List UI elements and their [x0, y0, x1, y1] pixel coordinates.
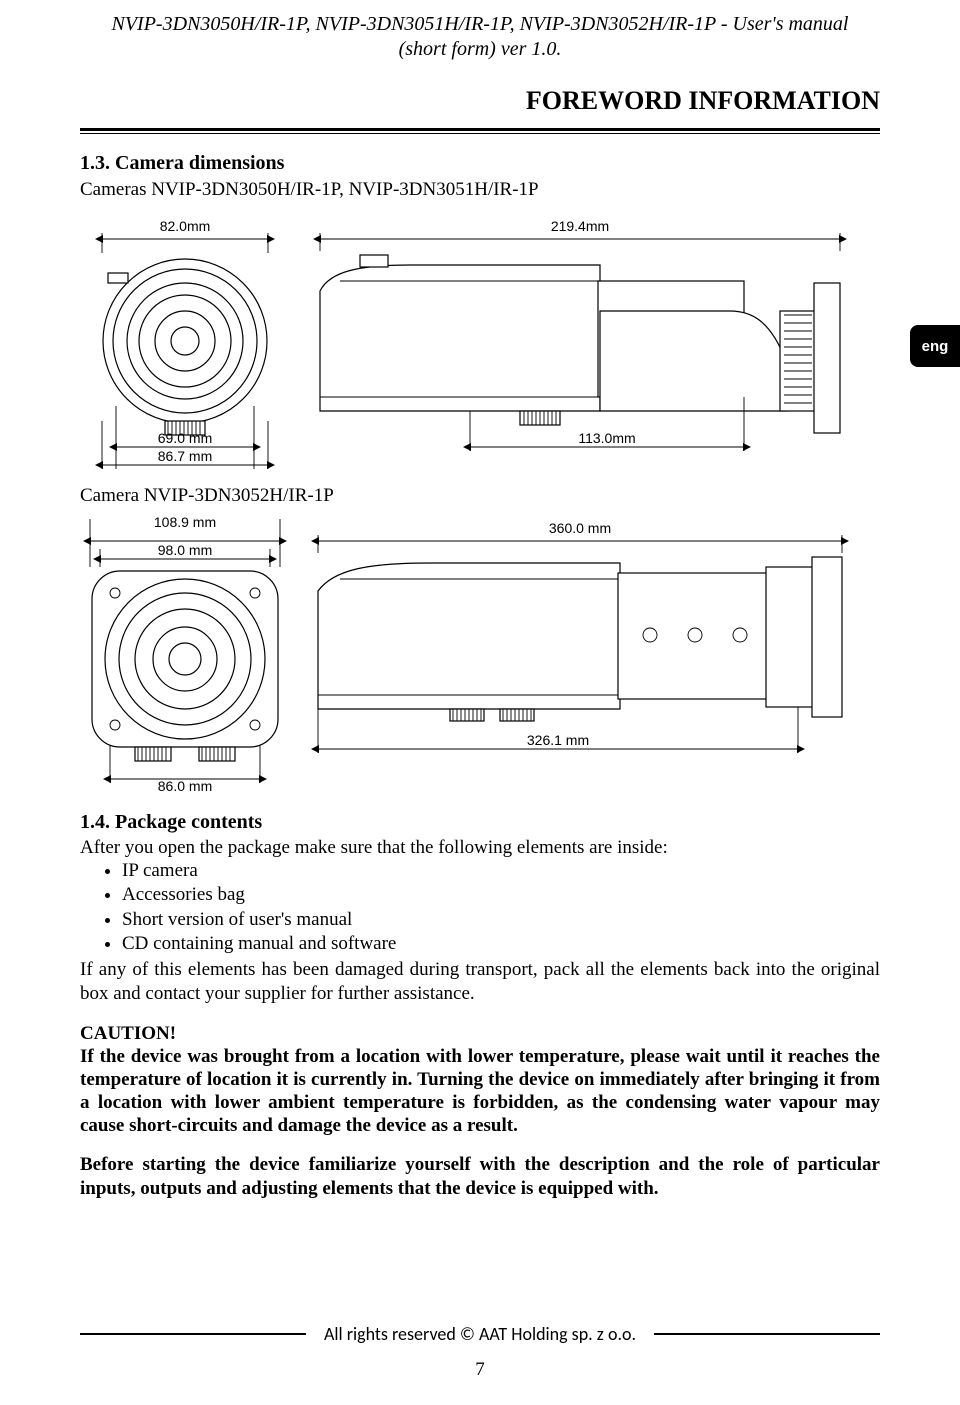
- dim-d2-side-bottom: 326.1 mm: [527, 732, 589, 748]
- doc-header-line2: (short form) ver 1.0.: [399, 38, 562, 60]
- dim-d1-front-top: 82.0mm: [160, 218, 211, 234]
- caution-label: CAUTION!: [80, 1023, 880, 1045]
- pkg-item: Accessories bag: [122, 883, 880, 907]
- pkg-intro: After you open the package make sure tha…: [80, 836, 880, 859]
- caution-p2: Before starting the device familiarize y…: [80, 1153, 880, 1199]
- subtitle-1-3: Cameras NVIP-3DN3050H/IR-1P, NVIP-3DN305…: [80, 179, 880, 201]
- pkg-list: IP camera Accessories bag Short version …: [122, 859, 880, 956]
- diagram-2: 108.9 mm 98.0 mm: [80, 513, 880, 793]
- pkg-item: IP camera: [122, 859, 880, 883]
- dim-d2-front-b: 98.0 mm: [158, 542, 212, 558]
- heading-1-3: 1.3. Camera dimensions: [80, 152, 880, 175]
- pkg-item: CD containing manual and software: [122, 932, 880, 956]
- page-number: 7: [0, 1359, 960, 1381]
- caution-p1: If the device was brought from a locatio…: [80, 1045, 880, 1138]
- diagram-1-side: 219.4mm: [300, 211, 860, 471]
- dim-d1-side-bottom: 113.0mm: [578, 430, 635, 446]
- footer-text: All rights reserved © AAT Holding sp. z …: [324, 1323, 636, 1345]
- dim-d2-front-bottom: 86.0 mm: [158, 778, 212, 793]
- doc-header-line1: NVIP-3DN3050H/IR-1P, NVIP-3DN3051H/IR-1P…: [112, 13, 849, 35]
- dim-d1-side-top: 219.4mm: [551, 218, 609, 234]
- footer-rule-left: [80, 1333, 306, 1335]
- diagram-1-front: 82.0mm 69.0 mm: [80, 211, 290, 471]
- footer-rule-right: [654, 1333, 880, 1335]
- page-footer: All rights reserved © AAT Holding sp. z …: [0, 1323, 960, 1381]
- dim-d1-front-a: 69.0 mm: [158, 430, 212, 446]
- dim-d2-front-a: 108.9 mm: [154, 514, 216, 530]
- section-rule: [80, 128, 880, 134]
- dim-d2-side-top: 360.0 mm: [549, 520, 611, 536]
- pkg-tail: If any of this elements has been damaged…: [80, 958, 880, 1004]
- diagram-2-side: 360.0 mm: [300, 513, 860, 793]
- doc-header: NVIP-3DN3050H/IR-1P, NVIP-3DN3051H/IR-1P…: [80, 0, 880, 62]
- diagram-1: 82.0mm 69.0 mm: [80, 211, 880, 471]
- dim-d1-front-b: 86.7 mm: [158, 448, 212, 464]
- section-title: FOREWORD INFORMATION: [80, 86, 880, 116]
- diagram-2-front: 108.9 mm 98.0 mm: [80, 513, 290, 793]
- heading-1-4: 1.4. Package contents: [80, 811, 880, 834]
- camera-2-label: Camera NVIP-3DN3052H/IR-1P: [80, 485, 880, 507]
- pkg-item: Short version of user's manual: [122, 908, 880, 932]
- language-tab: eng: [910, 325, 960, 367]
